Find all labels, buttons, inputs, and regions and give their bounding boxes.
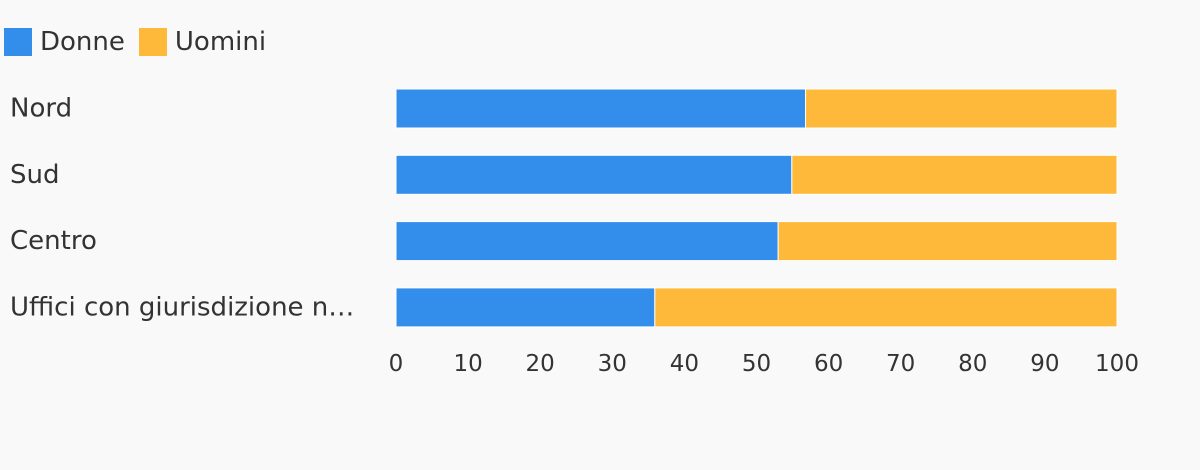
bar-uomini-centro[interactable] <box>777 221 1118 262</box>
x-tick-label-80: 80 <box>958 351 987 377</box>
x-tick-label-0: 0 <box>389 351 404 377</box>
bar-donne-centro[interactable] <box>395 221 779 262</box>
bar-uomini-nord[interactable] <box>805 88 1118 129</box>
legend-item-donne[interactable]: Donne <box>4 24 125 60</box>
legend-item-uomini[interactable]: Uomini <box>138 24 267 60</box>
bar-uomini-sud[interactable] <box>791 154 1118 195</box>
legend-label-uomini: Uomini <box>174 27 267 57</box>
bar-donne-uffici-con-giurisdizione-n[interactable] <box>395 287 656 328</box>
category-label-centro: Centro <box>10 226 97 256</box>
x-tick-label-10: 10 <box>453 351 482 377</box>
bar-donne-nord[interactable] <box>395 88 807 129</box>
x-tick-label-70: 70 <box>886 351 915 377</box>
legend-swatch-donne <box>4 28 32 56</box>
category-label-nord: Nord <box>10 94 72 124</box>
bar-uomini-uffici-con-giurisdizione-n[interactable] <box>654 287 1118 328</box>
x-tick-label-40: 40 <box>670 351 699 377</box>
x-tick-label-100: 100 <box>1095 351 1139 377</box>
legend-label-donne: Donne <box>40 27 125 57</box>
legend: Donne Uomini <box>4 24 280 60</box>
category-label-sud: Sud <box>10 160 60 190</box>
bar-donne-sud[interactable] <box>395 154 793 195</box>
x-tick-label-90: 90 <box>1030 351 1059 377</box>
x-tick-label-50: 50 <box>742 351 771 377</box>
x-tick-label-20: 20 <box>526 351 555 377</box>
legend-swatch-uomini <box>138 28 167 56</box>
x-tick-label-60: 60 <box>814 351 843 377</box>
category-label-uffici-con-giurisdizione-n: Uffici con giurisdizione n… <box>10 292 354 322</box>
x-tick-label-30: 30 <box>598 351 627 377</box>
